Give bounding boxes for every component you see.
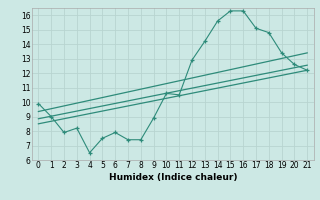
X-axis label: Humidex (Indice chaleur): Humidex (Indice chaleur)	[108, 173, 237, 182]
